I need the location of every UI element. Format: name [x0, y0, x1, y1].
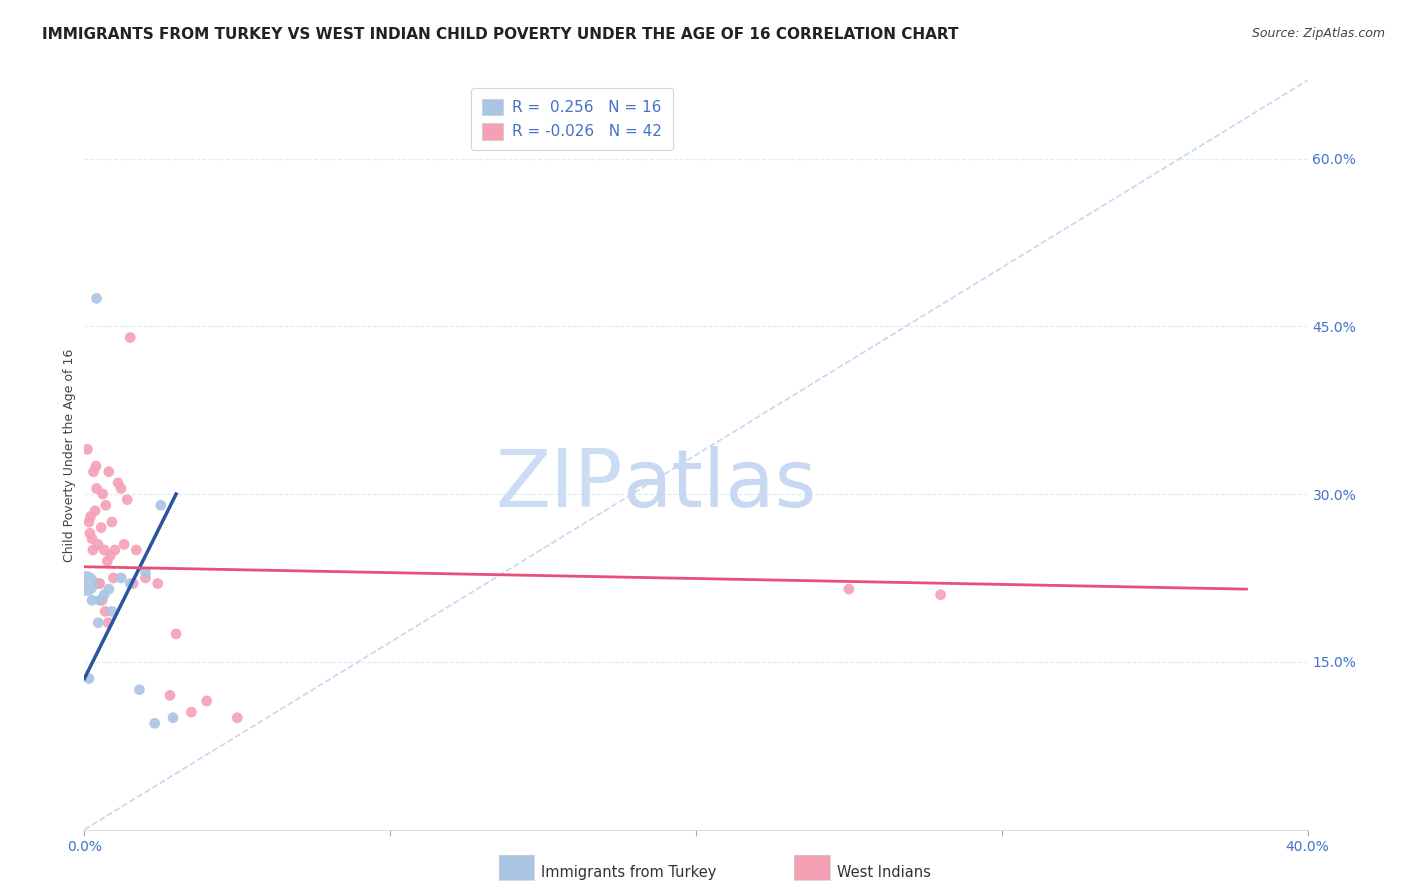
Point [110, 482, 132, 496]
Point [87, 576, 110, 591]
Point [135, 571, 157, 585]
Point [101, 605, 124, 619]
Point [87, 537, 110, 551]
Point [165, 627, 187, 641]
Point [89, 593, 111, 607]
Point [77, 672, 100, 686]
Point [83, 465, 105, 479]
Point [120, 576, 142, 591]
Text: IMMIGRANTS FROM TURKEY VS WEST INDIAN CHILD POVERTY UNDER THE AGE OF 16 CORRELAT: IMMIGRANTS FROM TURKEY VS WEST INDIAN CH… [42, 27, 959, 42]
Point [120, 330, 142, 344]
Point [86, 482, 108, 496]
Point [180, 705, 202, 719]
Text: West Indians: West Indians [837, 865, 931, 880]
Point [82, 543, 104, 558]
Y-axis label: Child Poverty Under the Age of 16: Child Poverty Under the Age of 16 [63, 348, 76, 562]
Point [159, 689, 181, 703]
Point [929, 588, 952, 602]
Point [91, 487, 114, 501]
Point [101, 515, 124, 529]
Point [79, 509, 101, 524]
Point [97, 582, 120, 596]
Point [84, 504, 107, 518]
Point [90, 520, 112, 534]
Point [122, 576, 145, 591]
Point [93, 588, 115, 602]
Point [143, 716, 166, 731]
Point [80, 532, 103, 546]
Point [76, 442, 98, 457]
Point [94, 605, 117, 619]
Point [107, 475, 129, 490]
Point [89, 576, 111, 591]
Point [98, 549, 121, 563]
Text: Source: ZipAtlas.com: Source: ZipAtlas.com [1251, 27, 1385, 40]
Text: Immigrants from Turkey: Immigrants from Turkey [541, 865, 717, 880]
Point [93, 543, 115, 558]
Point [79, 526, 101, 541]
Point [104, 543, 127, 558]
Point [87, 615, 110, 630]
Point [226, 711, 249, 725]
Point [146, 576, 169, 591]
Point [97, 465, 120, 479]
Point [77, 515, 100, 529]
Legend: R =  0.256   N = 16, R = -0.026   N = 42: R = 0.256 N = 16, R = -0.026 N = 42 [471, 88, 673, 150]
Point [195, 694, 218, 708]
Point [838, 582, 860, 596]
Point [75, 576, 97, 591]
Point [80, 593, 103, 607]
Point [91, 593, 114, 607]
Point [125, 543, 148, 558]
Point [115, 492, 138, 507]
Text: atlas: atlas [623, 446, 817, 524]
Point [97, 615, 120, 630]
Point [112, 537, 135, 551]
Point [135, 566, 157, 580]
Point [162, 711, 184, 725]
Point [110, 571, 132, 585]
Point [149, 498, 172, 512]
Point [84, 459, 107, 474]
Point [96, 554, 118, 568]
Point [94, 498, 117, 512]
Point [128, 682, 150, 697]
Point [103, 571, 125, 585]
Text: ZIP: ZIP [495, 446, 623, 524]
Point [86, 291, 108, 305]
